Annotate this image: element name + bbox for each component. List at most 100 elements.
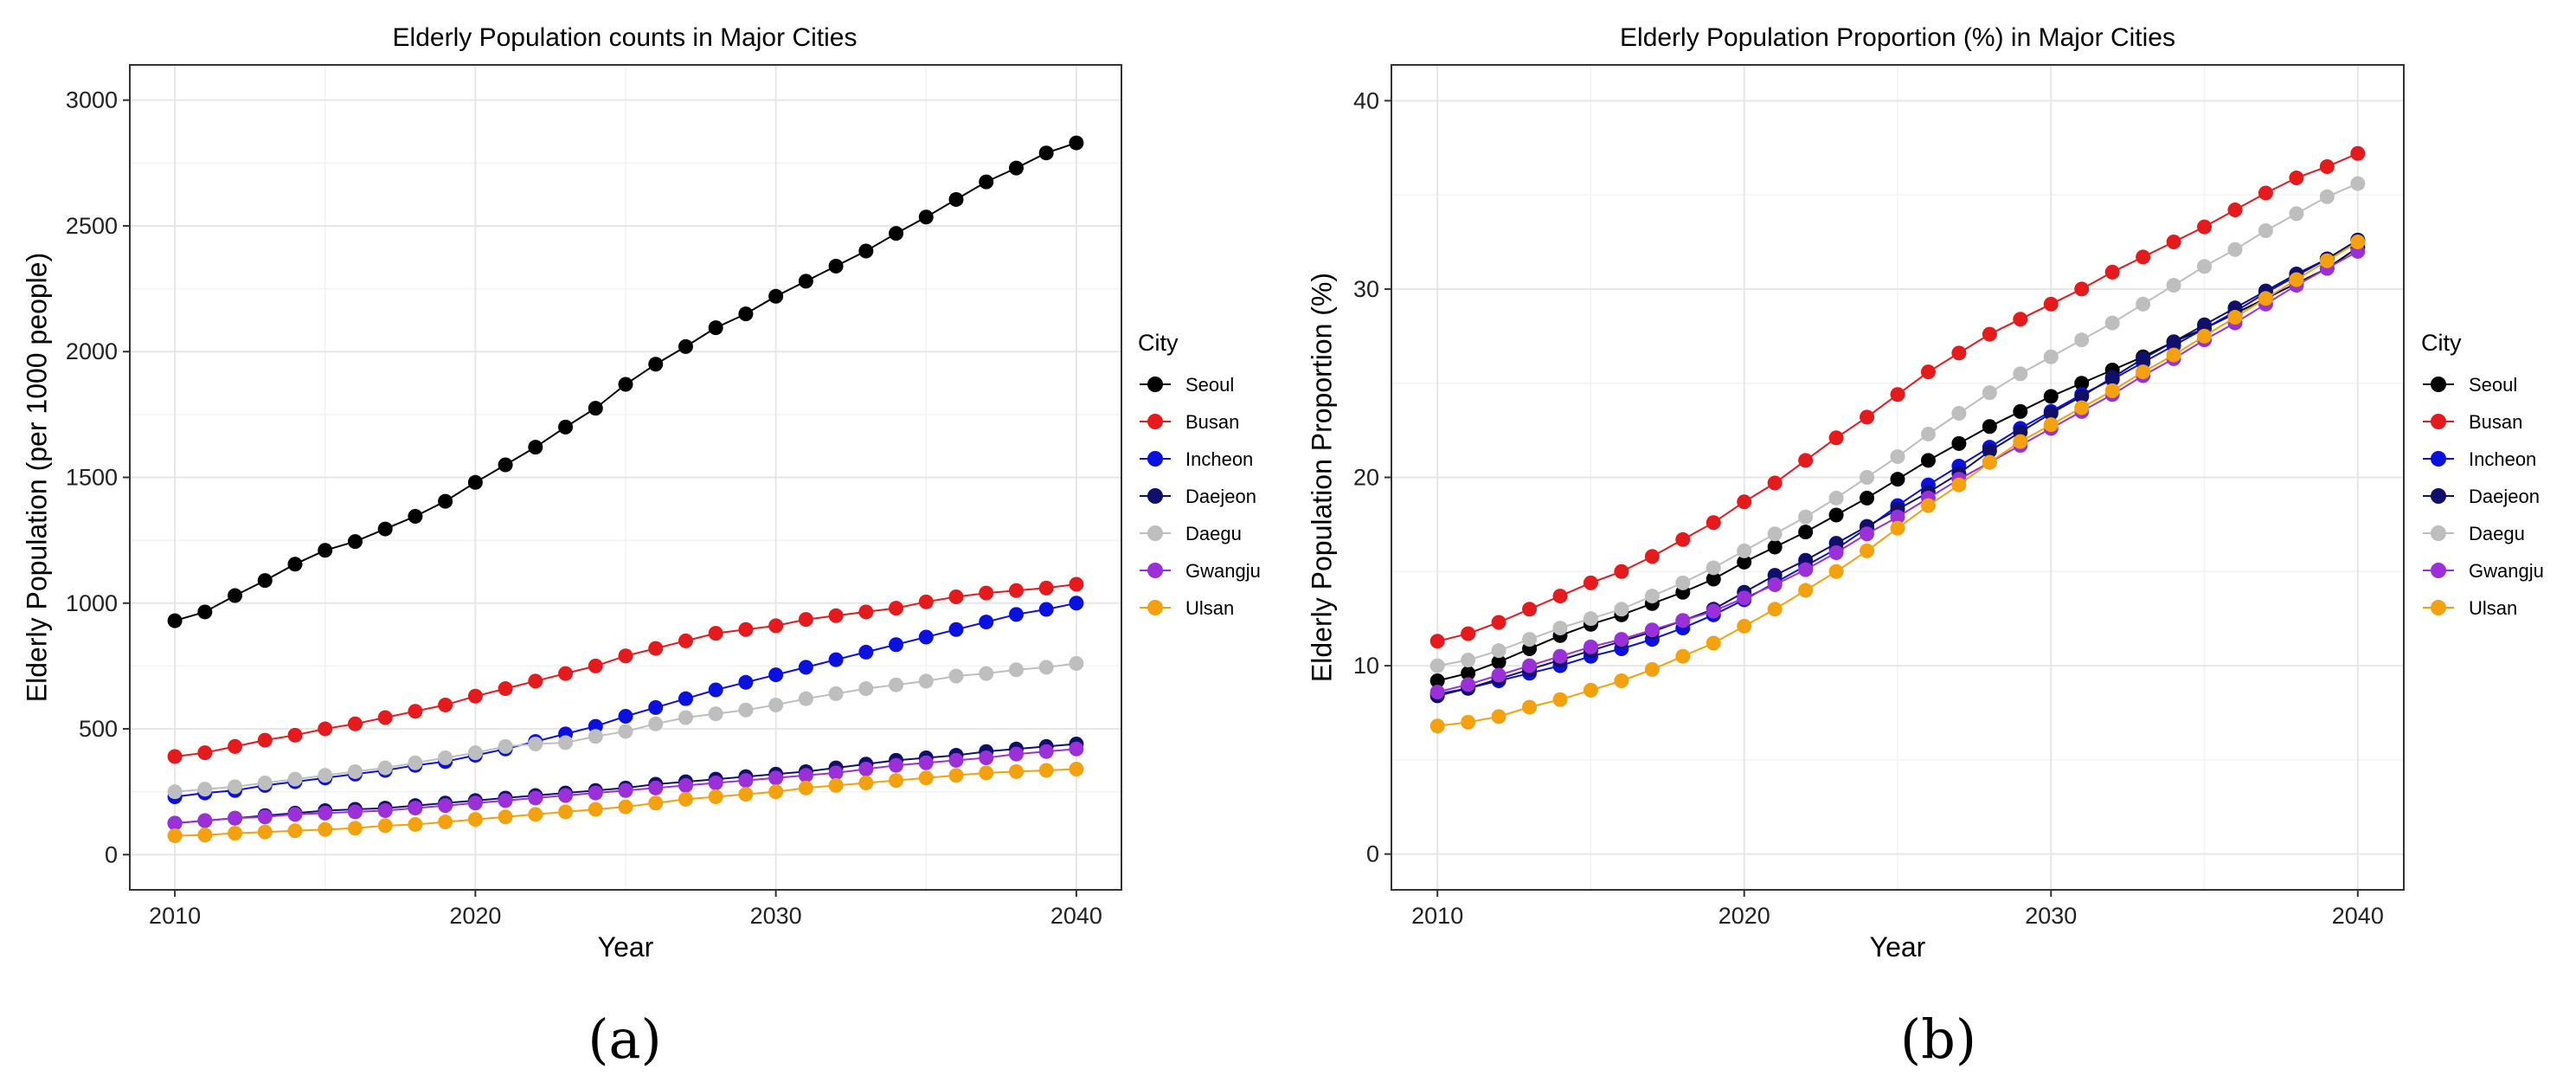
data-point-incheon	[618, 709, 633, 725]
data-point-gwangju	[1890, 509, 1905, 525]
data-point-busan	[1951, 345, 1967, 361]
data-point-seoul	[438, 493, 453, 509]
x-tick-label: 2020	[449, 903, 501, 929]
data-point-ulsan	[1583, 682, 1598, 698]
data-point-busan	[2043, 296, 2059, 312]
data-point-busan	[1038, 580, 1054, 596]
data-point-ulsan	[798, 780, 813, 795]
legend-entry-ulsan: Ulsan	[2469, 597, 2517, 619]
y-tick-label: 0	[1366, 841, 1379, 867]
data-point-gwangju	[1798, 562, 1814, 577]
data-point-incheon	[708, 682, 723, 698]
data-point-ulsan	[1008, 763, 1024, 779]
x-axis-label: Year	[598, 931, 654, 963]
data-point-seoul	[948, 191, 964, 207]
data-point-busan	[2350, 145, 2366, 161]
data-point-seoul	[768, 288, 784, 304]
data-point-ulsan	[197, 828, 213, 843]
data-point-busan	[2227, 203, 2243, 218]
legend-key-marker	[1147, 525, 1163, 541]
data-point-seoul	[1737, 554, 1752, 570]
data-point-ulsan	[1706, 635, 1721, 651]
data-point-daegu	[2319, 189, 2335, 204]
data-point-busan	[2166, 235, 2181, 250]
data-point-daegu	[948, 668, 964, 684]
data-point-daegu	[347, 763, 363, 779]
data-point-busan	[858, 604, 874, 620]
data-point-gwangju	[347, 804, 363, 820]
data-point-busan	[467, 688, 483, 704]
data-point-ulsan	[2074, 400, 2090, 415]
data-point-gwangju	[1860, 526, 1875, 542]
data-point-incheon	[648, 699, 664, 715]
data-point-ulsan	[1069, 762, 1084, 777]
data-point-busan	[1552, 589, 1568, 604]
y-tick-label: 500	[79, 716, 118, 742]
data-point-seoul	[648, 357, 664, 372]
data-point-busan	[798, 612, 813, 628]
data-point-busan	[1828, 430, 1844, 446]
data-point-daegu	[167, 784, 183, 800]
data-point-gwangju	[1008, 746, 1024, 762]
data-point-daegu	[467, 745, 483, 761]
data-point-incheon	[948, 622, 964, 637]
data-point-busan	[948, 589, 964, 605]
data-point-seoul	[858, 243, 874, 259]
data-point-busan	[1737, 494, 1752, 510]
data-point-daegu	[2289, 206, 2304, 222]
data-point-gwangju	[948, 752, 964, 768]
x-tick-label: 2010	[149, 903, 201, 929]
data-point-busan	[1706, 515, 1721, 531]
data-point-busan	[1522, 602, 1538, 617]
data-point-daejeon	[1982, 443, 1997, 459]
data-point-daegu	[408, 755, 423, 770]
data-point-busan	[2258, 185, 2273, 201]
data-point-daejeon	[2136, 351, 2151, 366]
data-point-gwangju	[377, 802, 393, 818]
data-point-busan	[528, 673, 543, 689]
data-point-ulsan	[1982, 454, 1997, 470]
data-point-ulsan	[2289, 272, 2304, 287]
data-point-daegu	[828, 686, 844, 701]
data-point-seoul	[2074, 376, 2090, 391]
data-point-seoul	[318, 543, 333, 558]
legend-entry-daegu: Daegu	[2469, 523, 2525, 544]
data-point-busan	[1583, 575, 1598, 590]
data-point-busan	[408, 704, 423, 719]
data-point-ulsan	[588, 802, 603, 817]
data-point-gwangju	[889, 757, 904, 773]
data-point-ulsan	[498, 809, 513, 825]
data-point-seoul	[1429, 673, 1445, 688]
data-point-daegu	[2013, 366, 2028, 382]
data-point-ulsan	[678, 791, 693, 807]
data-point-daegu	[1982, 385, 1997, 401]
data-point-busan	[2074, 281, 2090, 297]
data-point-daegu	[678, 710, 693, 725]
data-point-ulsan	[708, 789, 723, 804]
data-point-ulsan	[1614, 673, 1629, 688]
data-point-ulsan	[1522, 699, 1538, 715]
plot-border	[129, 64, 1122, 891]
data-point-busan	[1614, 564, 1629, 579]
data-point-seoul	[618, 377, 633, 392]
y-tick-label: 40	[1353, 87, 1379, 113]
data-point-ulsan	[828, 777, 844, 793]
data-point-seoul	[408, 509, 423, 525]
data-point-gwangju	[1706, 603, 1721, 619]
data-point-daejeon	[2197, 317, 2213, 332]
legend-entry-gwangju: Gwangju	[1185, 560, 1261, 582]
data-point-busan	[1429, 634, 1445, 649]
data-point-seoul	[1461, 666, 1476, 681]
legend-key-marker	[2431, 414, 2446, 429]
data-point-ulsan	[1951, 477, 1967, 493]
legend-key-marker	[1147, 563, 1163, 578]
chart-title: Elderly Population counts in Major Citie…	[393, 23, 858, 52]
data-point-ulsan	[948, 768, 964, 783]
data-point-busan	[678, 633, 693, 648]
data-point-ulsan	[1767, 602, 1783, 617]
legend-key-marker	[2431, 488, 2446, 504]
data-point-incheon	[738, 674, 754, 690]
data-point-ulsan	[2258, 291, 2273, 306]
panel-caption: (a)	[588, 1008, 661, 1071]
data-point-seoul	[1008, 160, 1024, 176]
